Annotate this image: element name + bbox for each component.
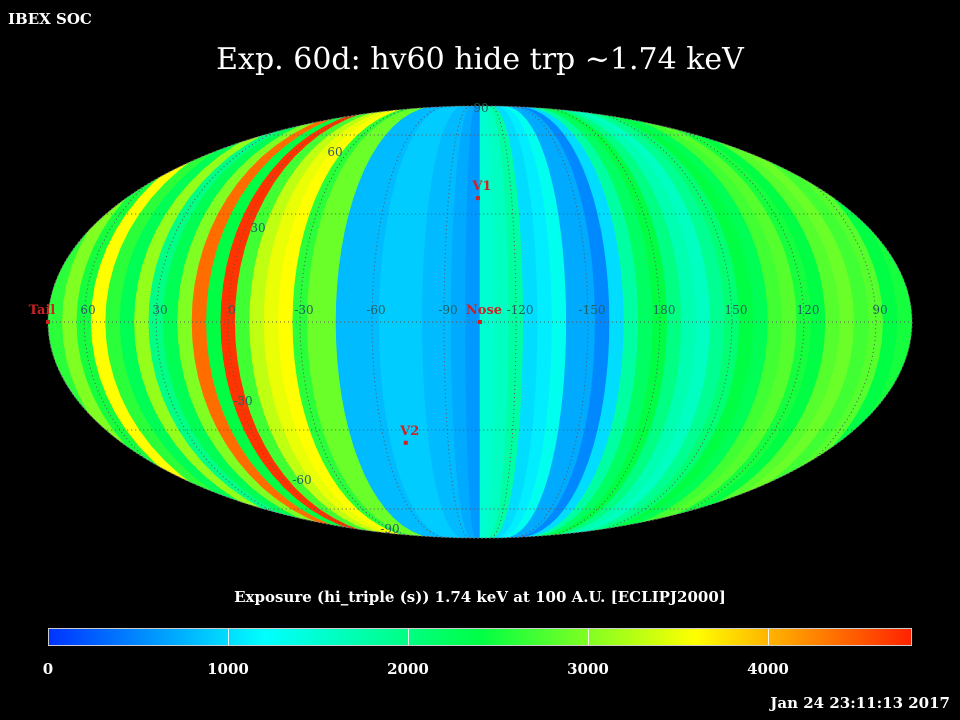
colorbar-tick-label: 1000 <box>207 660 249 678</box>
meridian-line <box>570 106 805 538</box>
longitude-label: -120 <box>507 303 534 317</box>
longitude-label: 150 <box>725 303 748 317</box>
marker-point <box>475 196 480 201</box>
latitude-label: 30 <box>250 221 265 235</box>
longitude-label: 60 <box>80 303 95 317</box>
longitude-label: -90 <box>438 303 457 317</box>
colorbar-tick-label: 4000 <box>747 660 789 678</box>
latitude-label: -60 <box>292 473 311 487</box>
longitude-label: 180 <box>653 303 676 317</box>
marker-point <box>478 320 482 324</box>
marker-point <box>46 320 50 324</box>
app-label: IBEX SOC <box>8 10 92 28</box>
colorbar-tick-label: 2000 <box>387 660 429 678</box>
longitude-label: 120 <box>797 303 820 317</box>
marker-label: V1 <box>471 179 491 194</box>
meridian-line <box>550 106 733 538</box>
marker-label: Tail <box>29 303 56 318</box>
longitude-label: 0 <box>228 303 236 317</box>
colorbar-tick-label: 3000 <box>567 660 609 678</box>
marker-point <box>403 440 408 445</box>
longitude-label: -150 <box>579 303 606 317</box>
colorbar-tick <box>228 629 229 645</box>
colorbar-caption: Exposure (hi_triple (s)) 1.74 keV at 100… <box>234 588 726 606</box>
colorbar-tick-label: 0 <box>42 660 54 678</box>
marker-label: V2 <box>399 424 419 439</box>
colorbar-tick <box>588 629 589 645</box>
colorbar-tick <box>768 629 769 645</box>
meridian-line <box>227 106 410 538</box>
marker-label: Nose <box>466 303 502 318</box>
longitude-label: 30 <box>152 303 167 317</box>
latitude-label: -30 <box>233 394 252 408</box>
colorbar <box>48 628 912 646</box>
map-title: Exp. 60d: hv60 hide trp ~1.74 keV <box>216 42 744 77</box>
meridian-line <box>155 106 390 538</box>
timestamp: Jan 24 23:11:13 2017 <box>770 694 950 712</box>
latitude-label: 90 <box>473 101 488 115</box>
longitude-label: -60 <box>366 303 385 317</box>
latitude-label: -90 <box>380 522 399 536</box>
latitude-label: 60 <box>327 145 342 159</box>
colorbar-tick <box>408 629 409 645</box>
longitude-label: 90 <box>872 303 887 317</box>
longitude-label: -30 <box>294 303 313 317</box>
